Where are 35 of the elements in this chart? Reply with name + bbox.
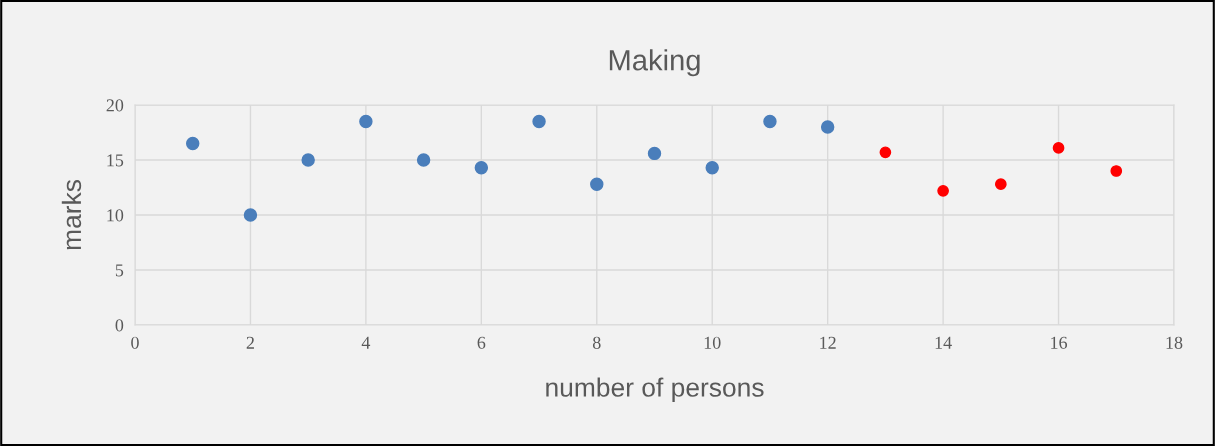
point (301, 153, 315, 167)
point (820, 120, 835, 134)
point (705, 160, 719, 175)
x-tick-label: 6 (477, 336, 486, 349)
y-tick-label: 15 (107, 154, 124, 167)
y-tick-label: 0 (115, 319, 124, 332)
chart-title: Making (609, 49, 700, 77)
point (590, 177, 604, 191)
x-tick-label: 4 (361, 336, 371, 349)
x-tick-label: 16 (1051, 336, 1068, 349)
point (243, 208, 258, 222)
point (416, 153, 431, 167)
x-axis-title: number of persons (546, 377, 764, 403)
point (937, 184, 949, 197)
point (186, 136, 200, 151)
x-tick-label: 14 (935, 336, 952, 349)
x-tick-label: 8 (592, 336, 601, 349)
point (359, 114, 373, 129)
y-tick-label: 10 (107, 209, 124, 222)
point (763, 114, 777, 129)
y-tick-label: 20 (106, 99, 124, 112)
point (474, 160, 489, 175)
y-axis-title: marks (61, 180, 82, 250)
x-tick-label: 12 (820, 336, 836, 349)
x-tick-label: 10 (704, 336, 721, 349)
point (1110, 165, 1123, 177)
y-tick-label: 5 (115, 264, 124, 277)
point (532, 114, 546, 129)
point (647, 146, 662, 161)
x-tick-label: 2 (246, 336, 254, 349)
point (879, 146, 892, 159)
x-tick-label: 0 (131, 336, 139, 349)
point (1052, 142, 1065, 154)
x-tick-label: 18 (1166, 336, 1183, 349)
point (994, 178, 1007, 191)
